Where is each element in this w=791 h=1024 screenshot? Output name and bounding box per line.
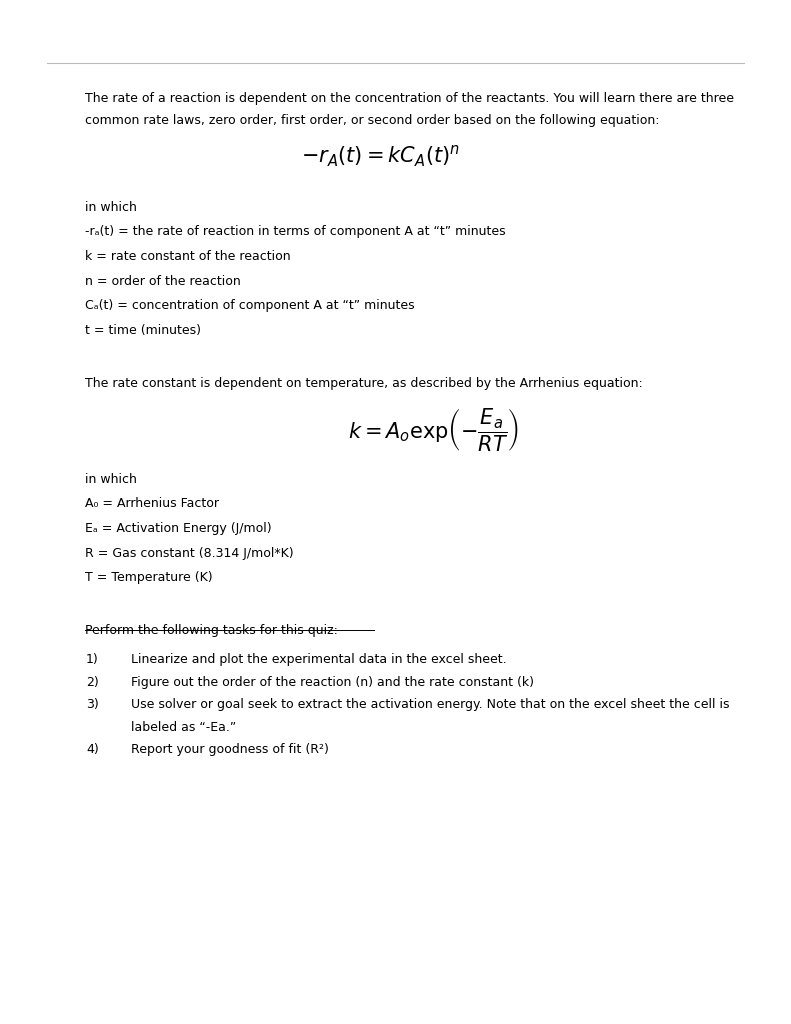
Text: Report your goodness of fit (R²): Report your goodness of fit (R²): [131, 743, 328, 756]
Text: -rₐ(t) = the rate of reaction in terms of component A at “t” minutes: -rₐ(t) = the rate of reaction in terms o…: [85, 225, 506, 239]
Text: k = rate constant of the reaction: k = rate constant of the reaction: [85, 250, 291, 263]
Text: Use solver or goal seek to extract the activation energy. Note that on the excel: Use solver or goal seek to extract the a…: [131, 698, 729, 711]
Text: The rate constant is dependent on temperature, as described by the Arrhenius equ: The rate constant is dependent on temper…: [85, 377, 643, 390]
Text: 3): 3): [86, 698, 99, 711]
Text: labeled as “-Ea.”: labeled as “-Ea.”: [131, 721, 236, 733]
Text: in which: in which: [85, 201, 138, 214]
Text: Figure out the order of the reaction (n) and the rate constant (k): Figure out the order of the reaction (n)…: [131, 676, 533, 688]
Text: R = Gas constant (8.314 J/mol*K): R = Gas constant (8.314 J/mol*K): [85, 547, 294, 559]
Text: Linearize and plot the experimental data in the excel sheet.: Linearize and plot the experimental data…: [131, 653, 506, 666]
Text: Perform the following tasks for this quiz:: Perform the following tasks for this qui…: [85, 625, 339, 637]
Text: The rate of a reaction is dependent on the concentration of the reactants. You w: The rate of a reaction is dependent on t…: [85, 92, 734, 105]
Text: t = time (minutes): t = time (minutes): [85, 324, 202, 337]
Text: Cₐ(t) = concentration of component A at “t” minutes: Cₐ(t) = concentration of component A at …: [85, 299, 415, 312]
Text: n = order of the reaction: n = order of the reaction: [85, 274, 241, 288]
Text: $k = A_o\mathrm{exp}\left(-\dfrac{E_a}{RT}\right)$: $k = A_o\mathrm{exp}\left(-\dfrac{E_a}{R…: [348, 407, 519, 454]
Text: 1): 1): [86, 653, 99, 666]
Text: $-r_A(t) = kC_A(t)^n$: $-r_A(t) = kC_A(t)^n$: [301, 143, 460, 169]
Text: Eₐ = Activation Energy (J/mol): Eₐ = Activation Energy (J/mol): [85, 522, 272, 535]
Text: 2): 2): [86, 676, 99, 688]
Text: T = Temperature (K): T = Temperature (K): [85, 571, 213, 584]
Text: in which: in which: [85, 473, 138, 485]
Text: 4): 4): [86, 743, 99, 756]
Text: common rate laws, zero order, first order, or second order based on the followin: common rate laws, zero order, first orde…: [85, 114, 660, 127]
Text: A₀ = Arrhenius Factor: A₀ = Arrhenius Factor: [85, 498, 219, 510]
